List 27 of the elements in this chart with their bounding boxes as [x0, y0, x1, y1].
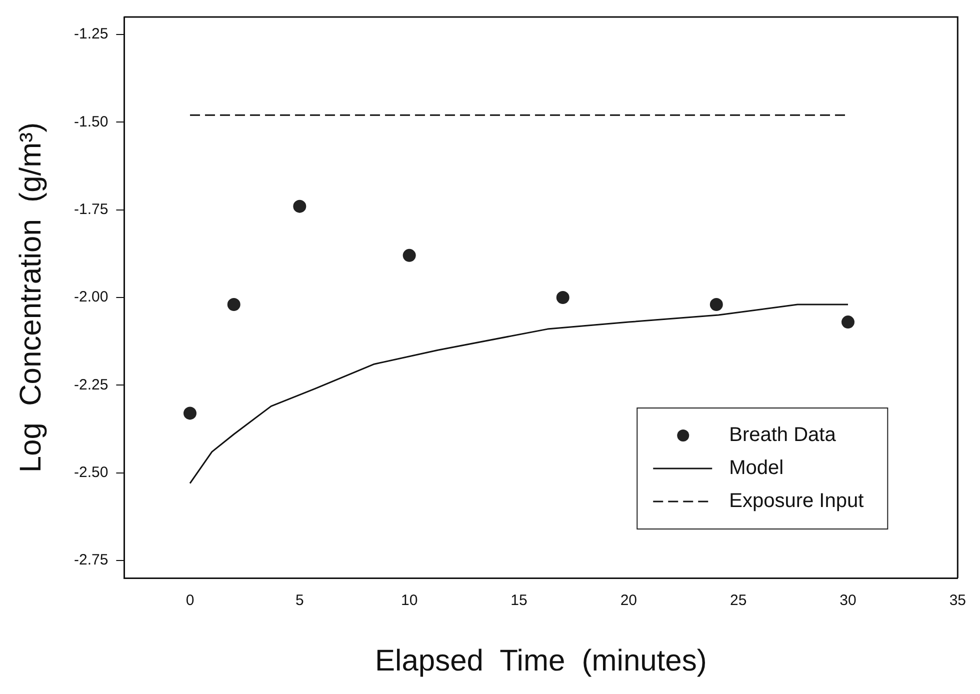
x-tick-label: 0	[186, 592, 194, 610]
point	[402, 248, 416, 262]
x-tick-label: 5	[295, 592, 304, 610]
point	[841, 316, 854, 329]
x-tick-label: 15	[510, 592, 528, 610]
y-tick-label: -1.50	[74, 113, 108, 130]
x-tick-label: 30	[840, 592, 856, 610]
legend-label: Model	[729, 457, 784, 480]
x-axis-title: Elapsed Time (minutes)	[375, 644, 707, 678]
x-tick-label: 20	[620, 592, 637, 610]
y-tick-label: -2.00	[74, 288, 108, 306]
point	[227, 298, 240, 312]
point	[710, 298, 723, 312]
point	[293, 200, 306, 213]
x-tick-label: 35	[949, 592, 966, 610]
y-tick-label: -2.25	[74, 376, 108, 394]
point	[183, 406, 196, 420]
legend-label: Breath Data	[729, 424, 837, 446]
y-tick-label: -2.75	[74, 552, 108, 569]
y-tick-label: -1.75	[74, 200, 108, 218]
y-axis-title: Log Concentration (g/m³)	[14, 122, 48, 473]
point	[556, 291, 570, 304]
x-tick-label: 10	[400, 592, 418, 610]
x-tick-label: 25	[730, 592, 747, 610]
legend-label: Exposure Input	[729, 490, 864, 512]
y-tick-label: -1.25	[74, 26, 108, 43]
y-tick-label: -2.50	[74, 464, 108, 481]
